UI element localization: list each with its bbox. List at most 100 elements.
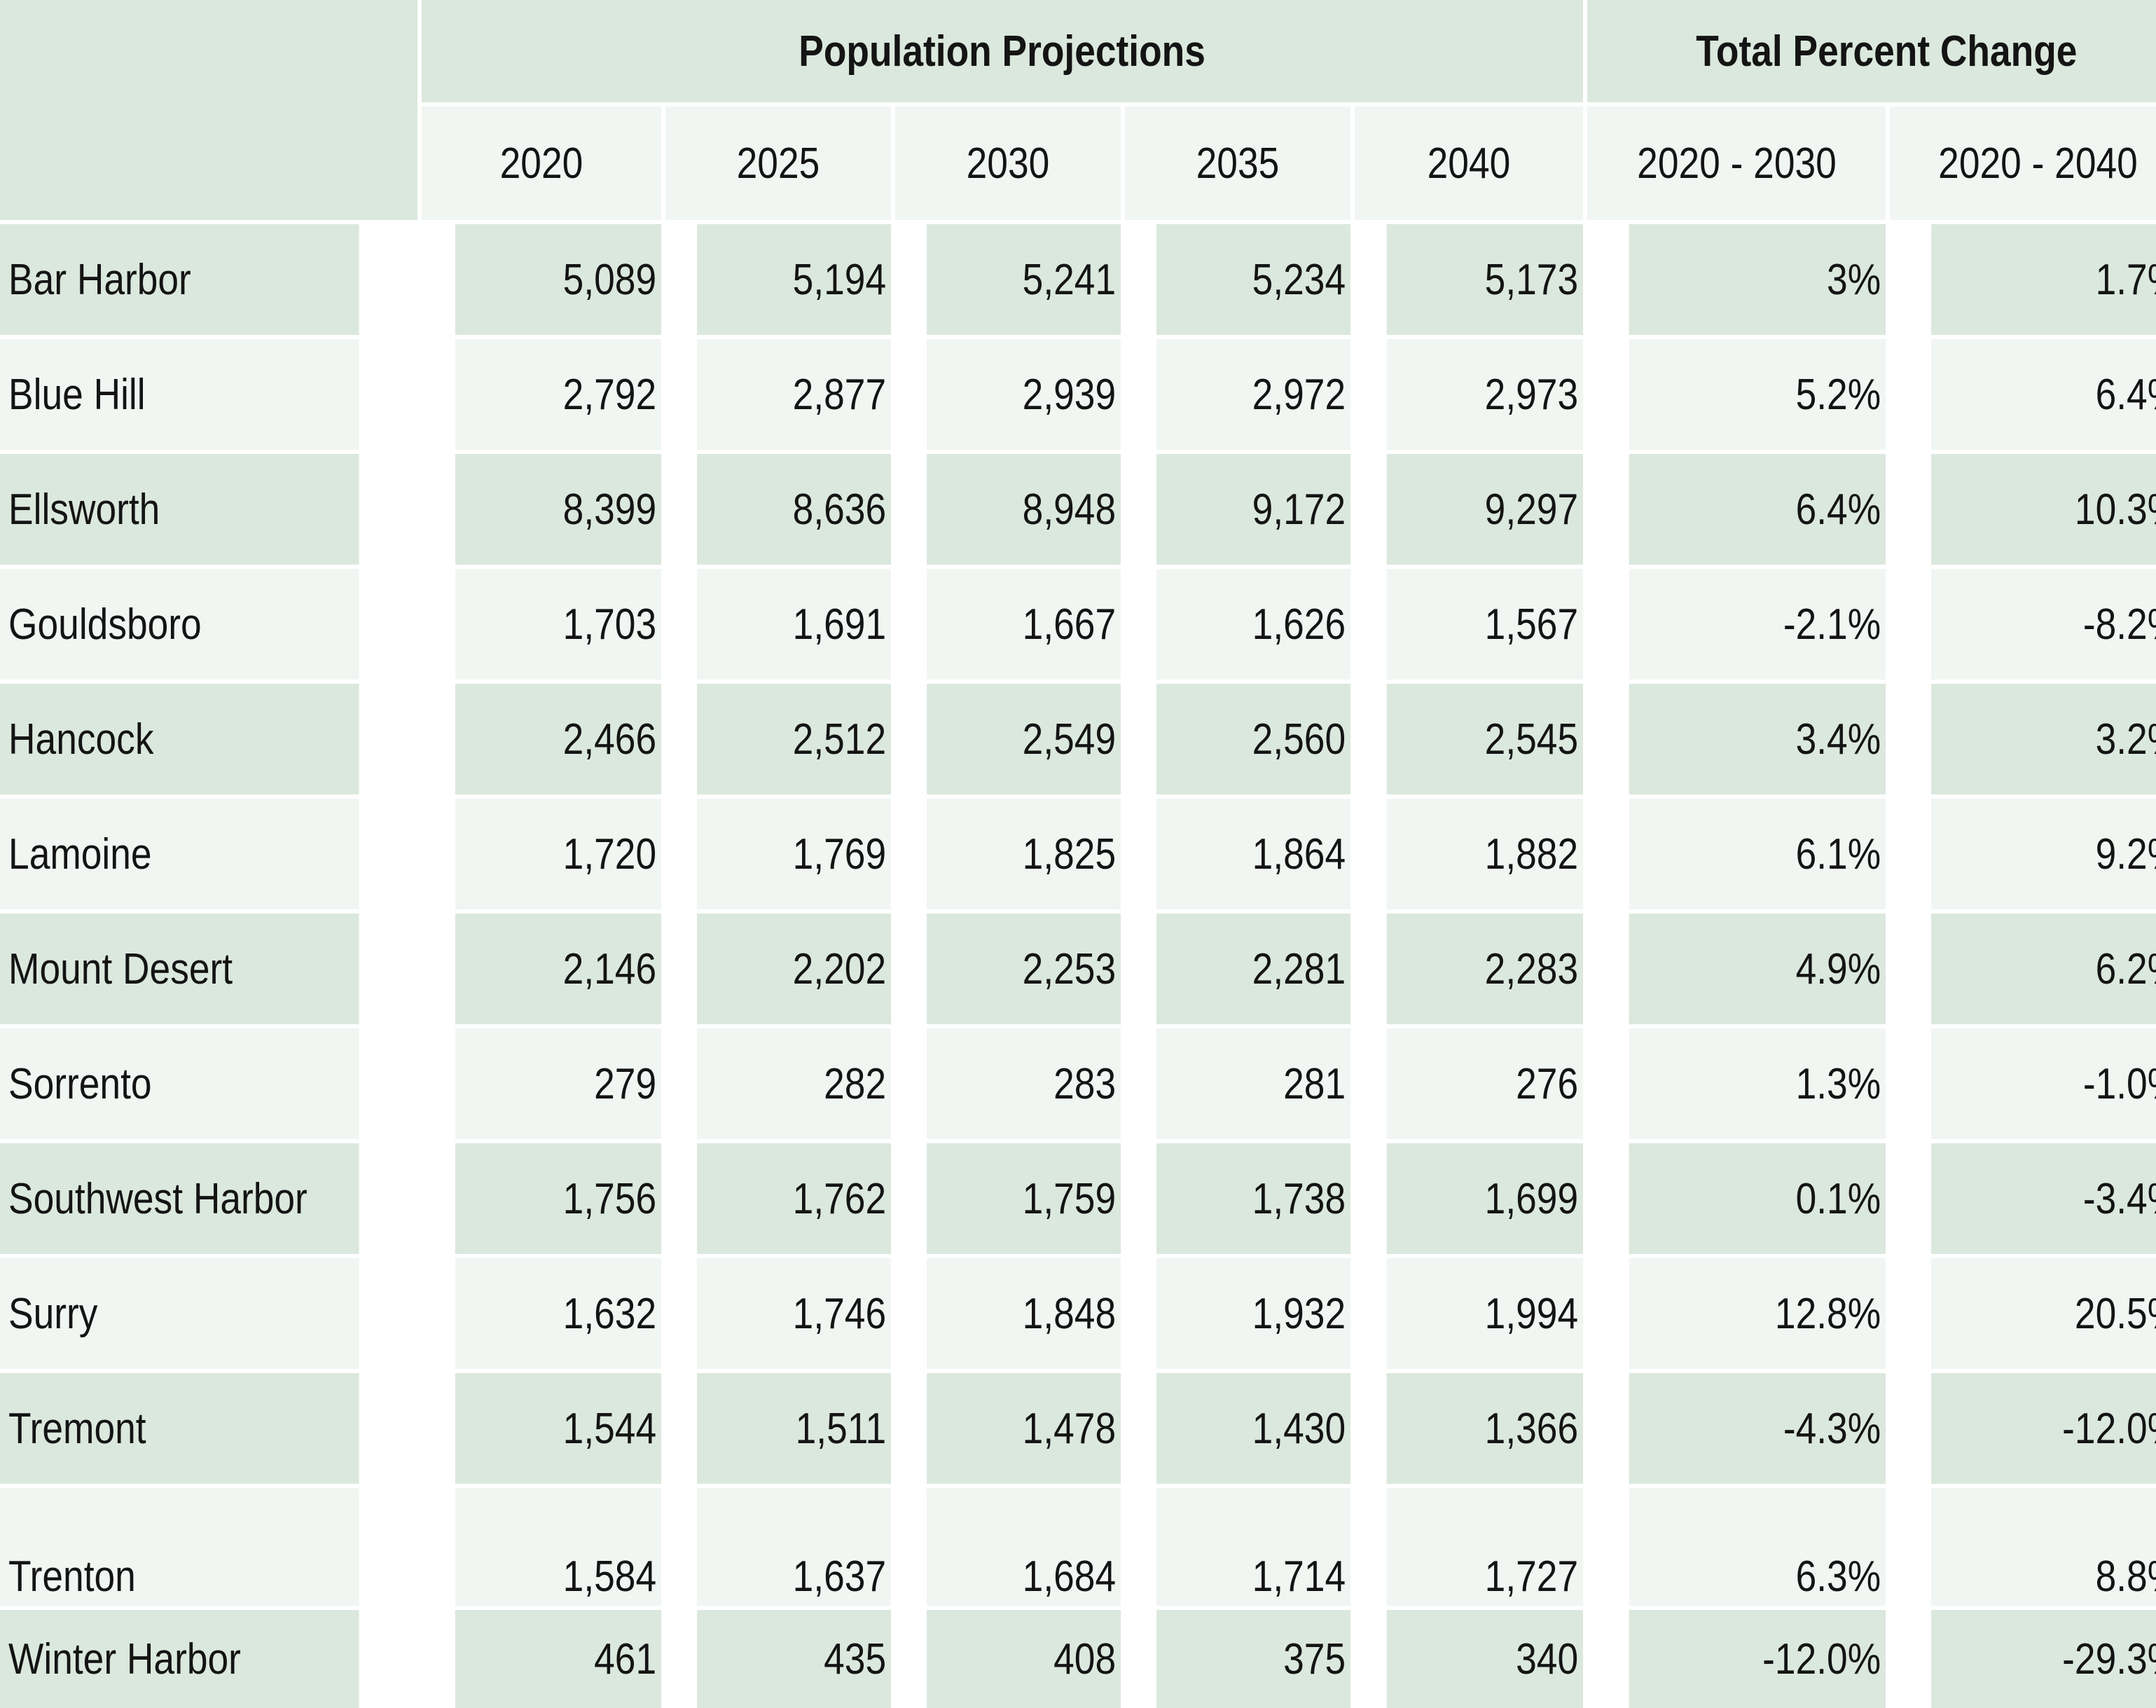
town-name-cell: Winter Harbor — [0, 1610, 359, 1708]
percent-change-cell: 3.4% — [1629, 684, 1886, 794]
percent-change-cell: 6.4% — [1629, 454, 1886, 565]
population-value-cell: 283 — [927, 1028, 1121, 1139]
column-header-year: 2030 — [895, 106, 1121, 220]
population-value-cell: 5,173 — [1386, 224, 1583, 335]
town-name-cell: Lamoine — [0, 799, 359, 909]
header-corner — [0, 0, 417, 220]
town-name-cell: Gouldsboro — [0, 569, 359, 680]
population-value-cell: 1,691 — [697, 569, 891, 680]
population-value-cell: 2,545 — [1386, 684, 1583, 794]
percent-change-cell: 6.4% — [1931, 339, 2156, 450]
total-percent-change-header: Total Percent Change — [1587, 0, 2156, 102]
town-name-cell: Southwest Harbor — [0, 1143, 359, 1254]
percent-change-cell: -3.4% — [1931, 1143, 2156, 1254]
population-value-cell: 2,283 — [1386, 914, 1583, 1024]
population-value-cell: 1,637 — [697, 1488, 891, 1606]
population-value-cell: 2,281 — [1156, 914, 1350, 1024]
percent-change-cell: 1.7% — [1931, 224, 2156, 335]
population-value-cell: 1,626 — [1156, 569, 1350, 680]
population-value-cell: 5,241 — [927, 224, 1121, 335]
population-value-cell: 1,746 — [697, 1258, 891, 1369]
percent-change-cell: 10.3% — [1931, 454, 2156, 565]
population-value-cell: 408 — [927, 1610, 1121, 1708]
town-name-cell: Tremont — [0, 1373, 359, 1484]
population-value-cell: 1,756 — [455, 1143, 661, 1254]
percent-change-cell: -1.0% — [1931, 1028, 2156, 1139]
town-name-cell: Trenton — [0, 1488, 359, 1606]
population-value-cell: 2,466 — [455, 684, 661, 794]
population-projections-header: Population Projections — [422, 0, 1583, 102]
population-value-cell: 1,727 — [1386, 1488, 1583, 1606]
population-value-cell: 8,636 — [697, 454, 891, 565]
percent-change-cell: 6.1% — [1629, 799, 1886, 909]
population-projections-label: Population Projections — [799, 27, 1206, 76]
column-header-change-range: 2020 - 2040 — [1890, 106, 2156, 220]
percent-change-cell: 6.3% — [1629, 1488, 1886, 1606]
population-value-cell: 1,544 — [455, 1373, 661, 1484]
percent-change-cell: 5.2% — [1629, 339, 1886, 450]
town-name-cell: Sorrento — [0, 1028, 359, 1139]
population-value-cell: 1,584 — [455, 1488, 661, 1606]
population-value-cell: 1,699 — [1386, 1143, 1583, 1254]
population-value-cell: 1,430 — [1156, 1373, 1350, 1484]
population-value-cell: 1,667 — [927, 569, 1121, 680]
population-value-cell: 8,399 — [455, 454, 661, 565]
population-value-cell: 1,932 — [1156, 1258, 1350, 1369]
population-value-cell: 1,882 — [1386, 799, 1583, 909]
population-value-cell: 2,512 — [697, 684, 891, 794]
population-value-cell: 1,511 — [697, 1373, 891, 1484]
population-value-cell: 5,194 — [697, 224, 891, 335]
population-value-cell: 1,478 — [927, 1373, 1121, 1484]
population-value-cell: 461 — [455, 1610, 661, 1708]
population-value-cell: 435 — [697, 1610, 891, 1708]
population-value-cell: 1,994 — [1386, 1258, 1583, 1369]
column-header-year: 2040 — [1355, 106, 1583, 220]
town-name-cell: Blue Hill — [0, 339, 359, 450]
percent-change-cell: -12.0% — [1931, 1373, 2156, 1484]
percent-change-cell: -29.3% — [1931, 1610, 2156, 1708]
percent-change-cell: 0.1% — [1629, 1143, 1886, 1254]
population-value-cell: 2,202 — [697, 914, 891, 1024]
population-value-cell: 2,253 — [927, 914, 1121, 1024]
population-value-cell: 1,759 — [927, 1143, 1121, 1254]
column-header-year: 2020 — [422, 106, 661, 220]
population-value-cell: 1,848 — [927, 1258, 1121, 1369]
percent-change-cell: 1.3% — [1629, 1028, 1886, 1139]
population-value-cell: 2,972 — [1156, 339, 1350, 450]
population-value-cell: 8,948 — [927, 454, 1121, 565]
population-value-cell: 2,560 — [1156, 684, 1350, 794]
population-value-cell: 9,172 — [1156, 454, 1350, 565]
population-value-cell: 5,089 — [455, 224, 661, 335]
column-header-change-range: 2020 - 2030 — [1587, 106, 1886, 220]
percent-change-cell: 12.8% — [1629, 1258, 1886, 1369]
population-value-cell: 2,877 — [697, 339, 891, 450]
percent-change-cell: 4.9% — [1629, 914, 1886, 1024]
percent-change-cell: -2.1% — [1629, 569, 1886, 680]
percent-change-cell: -8.2% — [1931, 569, 2156, 680]
population-value-cell: 2,939 — [927, 339, 1121, 450]
percent-change-cell: -12.0% — [1629, 1610, 1886, 1708]
population-value-cell: 1,684 — [927, 1488, 1121, 1606]
column-header-year: 2035 — [1125, 106, 1350, 220]
percent-change-cell: -4.3% — [1629, 1373, 1886, 1484]
population-value-cell: 279 — [455, 1028, 661, 1139]
population-value-cell: 1,567 — [1386, 569, 1583, 680]
population-value-cell: 2,549 — [927, 684, 1121, 794]
population-value-cell: 282 — [697, 1028, 891, 1139]
population-value-cell: 2,146 — [455, 914, 661, 1024]
percent-change-cell: 6.2% — [1931, 914, 2156, 1024]
population-value-cell: 1,769 — [697, 799, 891, 909]
percent-change-cell: 3% — [1629, 224, 1886, 335]
population-value-cell: 375 — [1156, 1610, 1350, 1708]
population-value-cell: 1,703 — [455, 569, 661, 680]
percent-change-cell: 20.5% — [1931, 1258, 2156, 1369]
population-value-cell: 9,297 — [1386, 454, 1583, 565]
town-name-cell: Ellsworth — [0, 454, 359, 565]
town-name-cell: Mount Desert — [0, 914, 359, 1024]
population-value-cell: 2,973 — [1386, 339, 1583, 450]
population-value-cell: 276 — [1386, 1028, 1583, 1139]
population-value-cell: 1,762 — [697, 1143, 891, 1254]
percent-change-cell: 8.8% — [1931, 1488, 2156, 1606]
population-value-cell: 2,792 — [455, 339, 661, 450]
